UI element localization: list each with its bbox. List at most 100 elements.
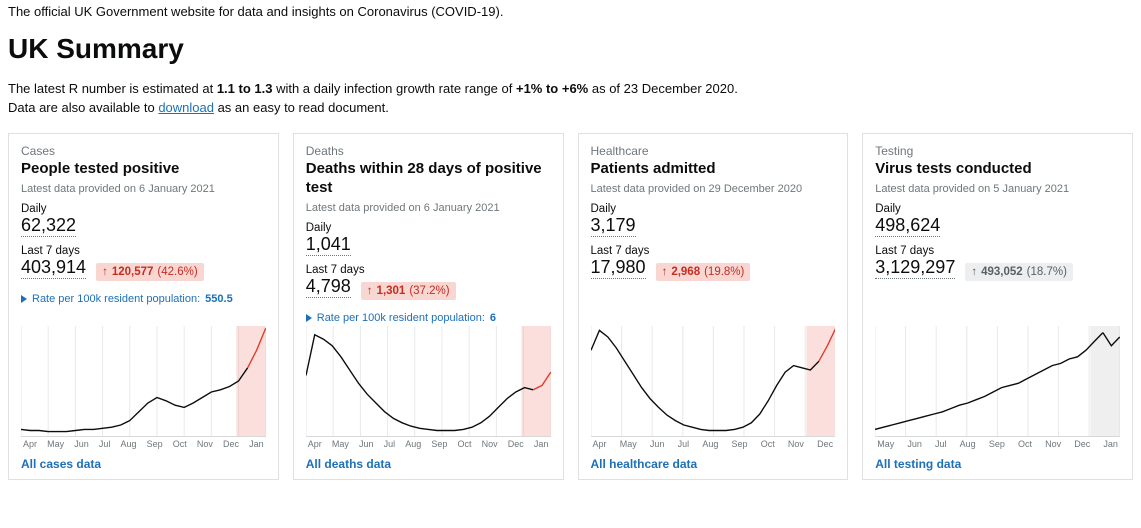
intro-text: The official UK Government website for d… bbox=[8, 4, 1133, 19]
rate-label: Rate per 100k resident population: bbox=[317, 312, 485, 324]
x-tick: Jan bbox=[534, 439, 549, 449]
chart-wrap: AprMayJunJulAugSepOctNovDec bbox=[591, 326, 836, 449]
card-footer-link[interactable]: All cases data bbox=[21, 457, 266, 471]
sparkline-chart bbox=[591, 326, 836, 436]
rate-value: 6 bbox=[490, 312, 496, 324]
x-tick: Oct bbox=[458, 439, 472, 449]
x-tick: Dec bbox=[817, 439, 833, 449]
change-value: 2,968 bbox=[671, 266, 700, 278]
summary-card: Healthcare Patients admitted Latest data… bbox=[578, 133, 849, 480]
x-tick: Apr bbox=[23, 439, 37, 449]
x-tick: Jun bbox=[74, 439, 89, 449]
x-tick: Jun bbox=[650, 439, 665, 449]
x-tick: Jul bbox=[935, 439, 947, 449]
triangle-right-icon bbox=[306, 314, 312, 322]
x-tick: Nov bbox=[1045, 439, 1061, 449]
card-provided: Latest data provided on 6 January 2021 bbox=[306, 202, 551, 214]
x-tick: Jul bbox=[384, 439, 396, 449]
cards-grid: Cases People tested positive Latest data… bbox=[8, 133, 1133, 480]
change-value: 120,577 bbox=[112, 266, 154, 278]
x-tick: Jan bbox=[249, 439, 264, 449]
card-title: People tested positive bbox=[21, 160, 266, 179]
card-footer-link[interactable]: All testing data bbox=[875, 457, 1120, 471]
x-tick: Oct bbox=[1018, 439, 1032, 449]
card-category: Testing bbox=[875, 144, 1120, 158]
x-tick: Sep bbox=[989, 439, 1005, 449]
arrow-up-icon: ↑ bbox=[102, 266, 108, 278]
card-title: Deaths within 28 days of positive test bbox=[306, 160, 551, 198]
page-title: UK Summary bbox=[8, 33, 1133, 65]
growth-range: +1% to +6% bbox=[516, 81, 588, 96]
x-axis: AprMayJunJulAugSepOctNovDecJan bbox=[21, 436, 266, 449]
arrow-up-icon: ↑ bbox=[367, 285, 373, 297]
daily-label: Daily bbox=[21, 203, 266, 215]
card-provided: Latest data provided on 5 January 2021 bbox=[875, 183, 1120, 195]
change-pct: (37.2%) bbox=[409, 285, 449, 297]
change-badge: ↑ 2,968 (19.8%) bbox=[656, 263, 751, 281]
r-range: 1.1 to 1.3 bbox=[217, 81, 273, 96]
last7-label: Last 7 days bbox=[591, 245, 836, 257]
download-line: Data are also available to download as a… bbox=[8, 100, 1133, 115]
change-pct: (19.8%) bbox=[704, 266, 744, 278]
x-tick: Aug bbox=[121, 439, 137, 449]
x-tick: Jul bbox=[678, 439, 690, 449]
x-axis: AprMayJunJulAugSepOctNovDec bbox=[591, 436, 836, 449]
change-value: 1,301 bbox=[377, 285, 406, 297]
change-pct: (42.6%) bbox=[157, 266, 197, 278]
download-prefix: Data are also available to bbox=[8, 100, 158, 115]
rate-label: Rate per 100k resident population: bbox=[32, 293, 200, 305]
card-category: Deaths bbox=[306, 144, 551, 158]
x-tick: Nov bbox=[197, 439, 213, 449]
x-tick: May bbox=[620, 439, 637, 449]
x-tick: Aug bbox=[960, 439, 976, 449]
x-tick: Dec bbox=[1074, 439, 1090, 449]
x-tick: Nov bbox=[788, 439, 804, 449]
change-pct: (18.7%) bbox=[1027, 266, 1067, 278]
last7-label: Last 7 days bbox=[306, 264, 551, 276]
change-badge: ↑ 1,301 (37.2%) bbox=[361, 282, 456, 300]
arrow-up-icon: ↑ bbox=[662, 266, 668, 278]
daily-value: 1,041 bbox=[306, 234, 351, 256]
card-footer-link[interactable]: All deaths data bbox=[306, 457, 551, 471]
x-tick: Jul bbox=[99, 439, 111, 449]
change-badge: ↑ 493,052 (18.7%) bbox=[965, 263, 1073, 281]
last7-value: 4,798 bbox=[306, 276, 351, 298]
x-tick: Apr bbox=[308, 439, 322, 449]
daily-value: 498,624 bbox=[875, 215, 940, 237]
daily-label: Daily bbox=[591, 203, 836, 215]
card-category: Cases bbox=[21, 144, 266, 158]
x-tick: Jun bbox=[907, 439, 922, 449]
x-tick: Aug bbox=[405, 439, 421, 449]
daily-value: 3,179 bbox=[591, 215, 636, 237]
x-tick: Dec bbox=[508, 439, 524, 449]
daily-value: 62,322 bbox=[21, 215, 76, 237]
chart-wrap: MayJunJulAugSepOctNovDecJan bbox=[875, 326, 1120, 449]
last7-label: Last 7 days bbox=[875, 245, 1120, 257]
triangle-right-icon bbox=[21, 295, 27, 303]
summary-card: Deaths Deaths within 28 days of positive… bbox=[293, 133, 564, 480]
r-suffix: as of 23 December 2020. bbox=[588, 81, 738, 96]
x-tick: Sep bbox=[732, 439, 748, 449]
rate-expand[interactable]: Rate per 100k resident population: 550.5 bbox=[21, 293, 266, 305]
download-suffix: as an easy to read document. bbox=[214, 100, 389, 115]
x-tick: Apr bbox=[593, 439, 607, 449]
last7-value: 17,980 bbox=[591, 257, 646, 279]
summary-card: Cases People tested positive Latest data… bbox=[8, 133, 279, 480]
change-badge: ↑ 120,577 (42.6%) bbox=[96, 263, 204, 281]
change-value: 493,052 bbox=[981, 266, 1023, 278]
r-mid: with a daily infection growth rate range… bbox=[272, 81, 516, 96]
summary-card: Testing Virus tests conducted Latest dat… bbox=[862, 133, 1133, 480]
last7-value: 3,129,297 bbox=[875, 257, 955, 279]
r-prefix: The latest R number is estimated at bbox=[8, 81, 217, 96]
x-axis: MayJunJulAugSepOctNovDecJan bbox=[875, 436, 1120, 449]
card-footer-link[interactable]: All healthcare data bbox=[591, 457, 836, 471]
chart-wrap: AprMayJunJulAugSepOctNovDecJan bbox=[21, 326, 266, 449]
download-link[interactable]: download bbox=[158, 100, 214, 115]
rate-expand[interactable]: Rate per 100k resident population: 6 bbox=[306, 312, 551, 324]
r-number-line: The latest R number is estimated at 1.1 … bbox=[8, 81, 1133, 96]
x-tick: Jun bbox=[359, 439, 374, 449]
x-axis: AprMayJunJulAugSepOctNovDecJan bbox=[306, 436, 551, 449]
sparkline-chart bbox=[875, 326, 1120, 436]
card-category: Healthcare bbox=[591, 144, 836, 158]
x-tick: Dec bbox=[223, 439, 239, 449]
